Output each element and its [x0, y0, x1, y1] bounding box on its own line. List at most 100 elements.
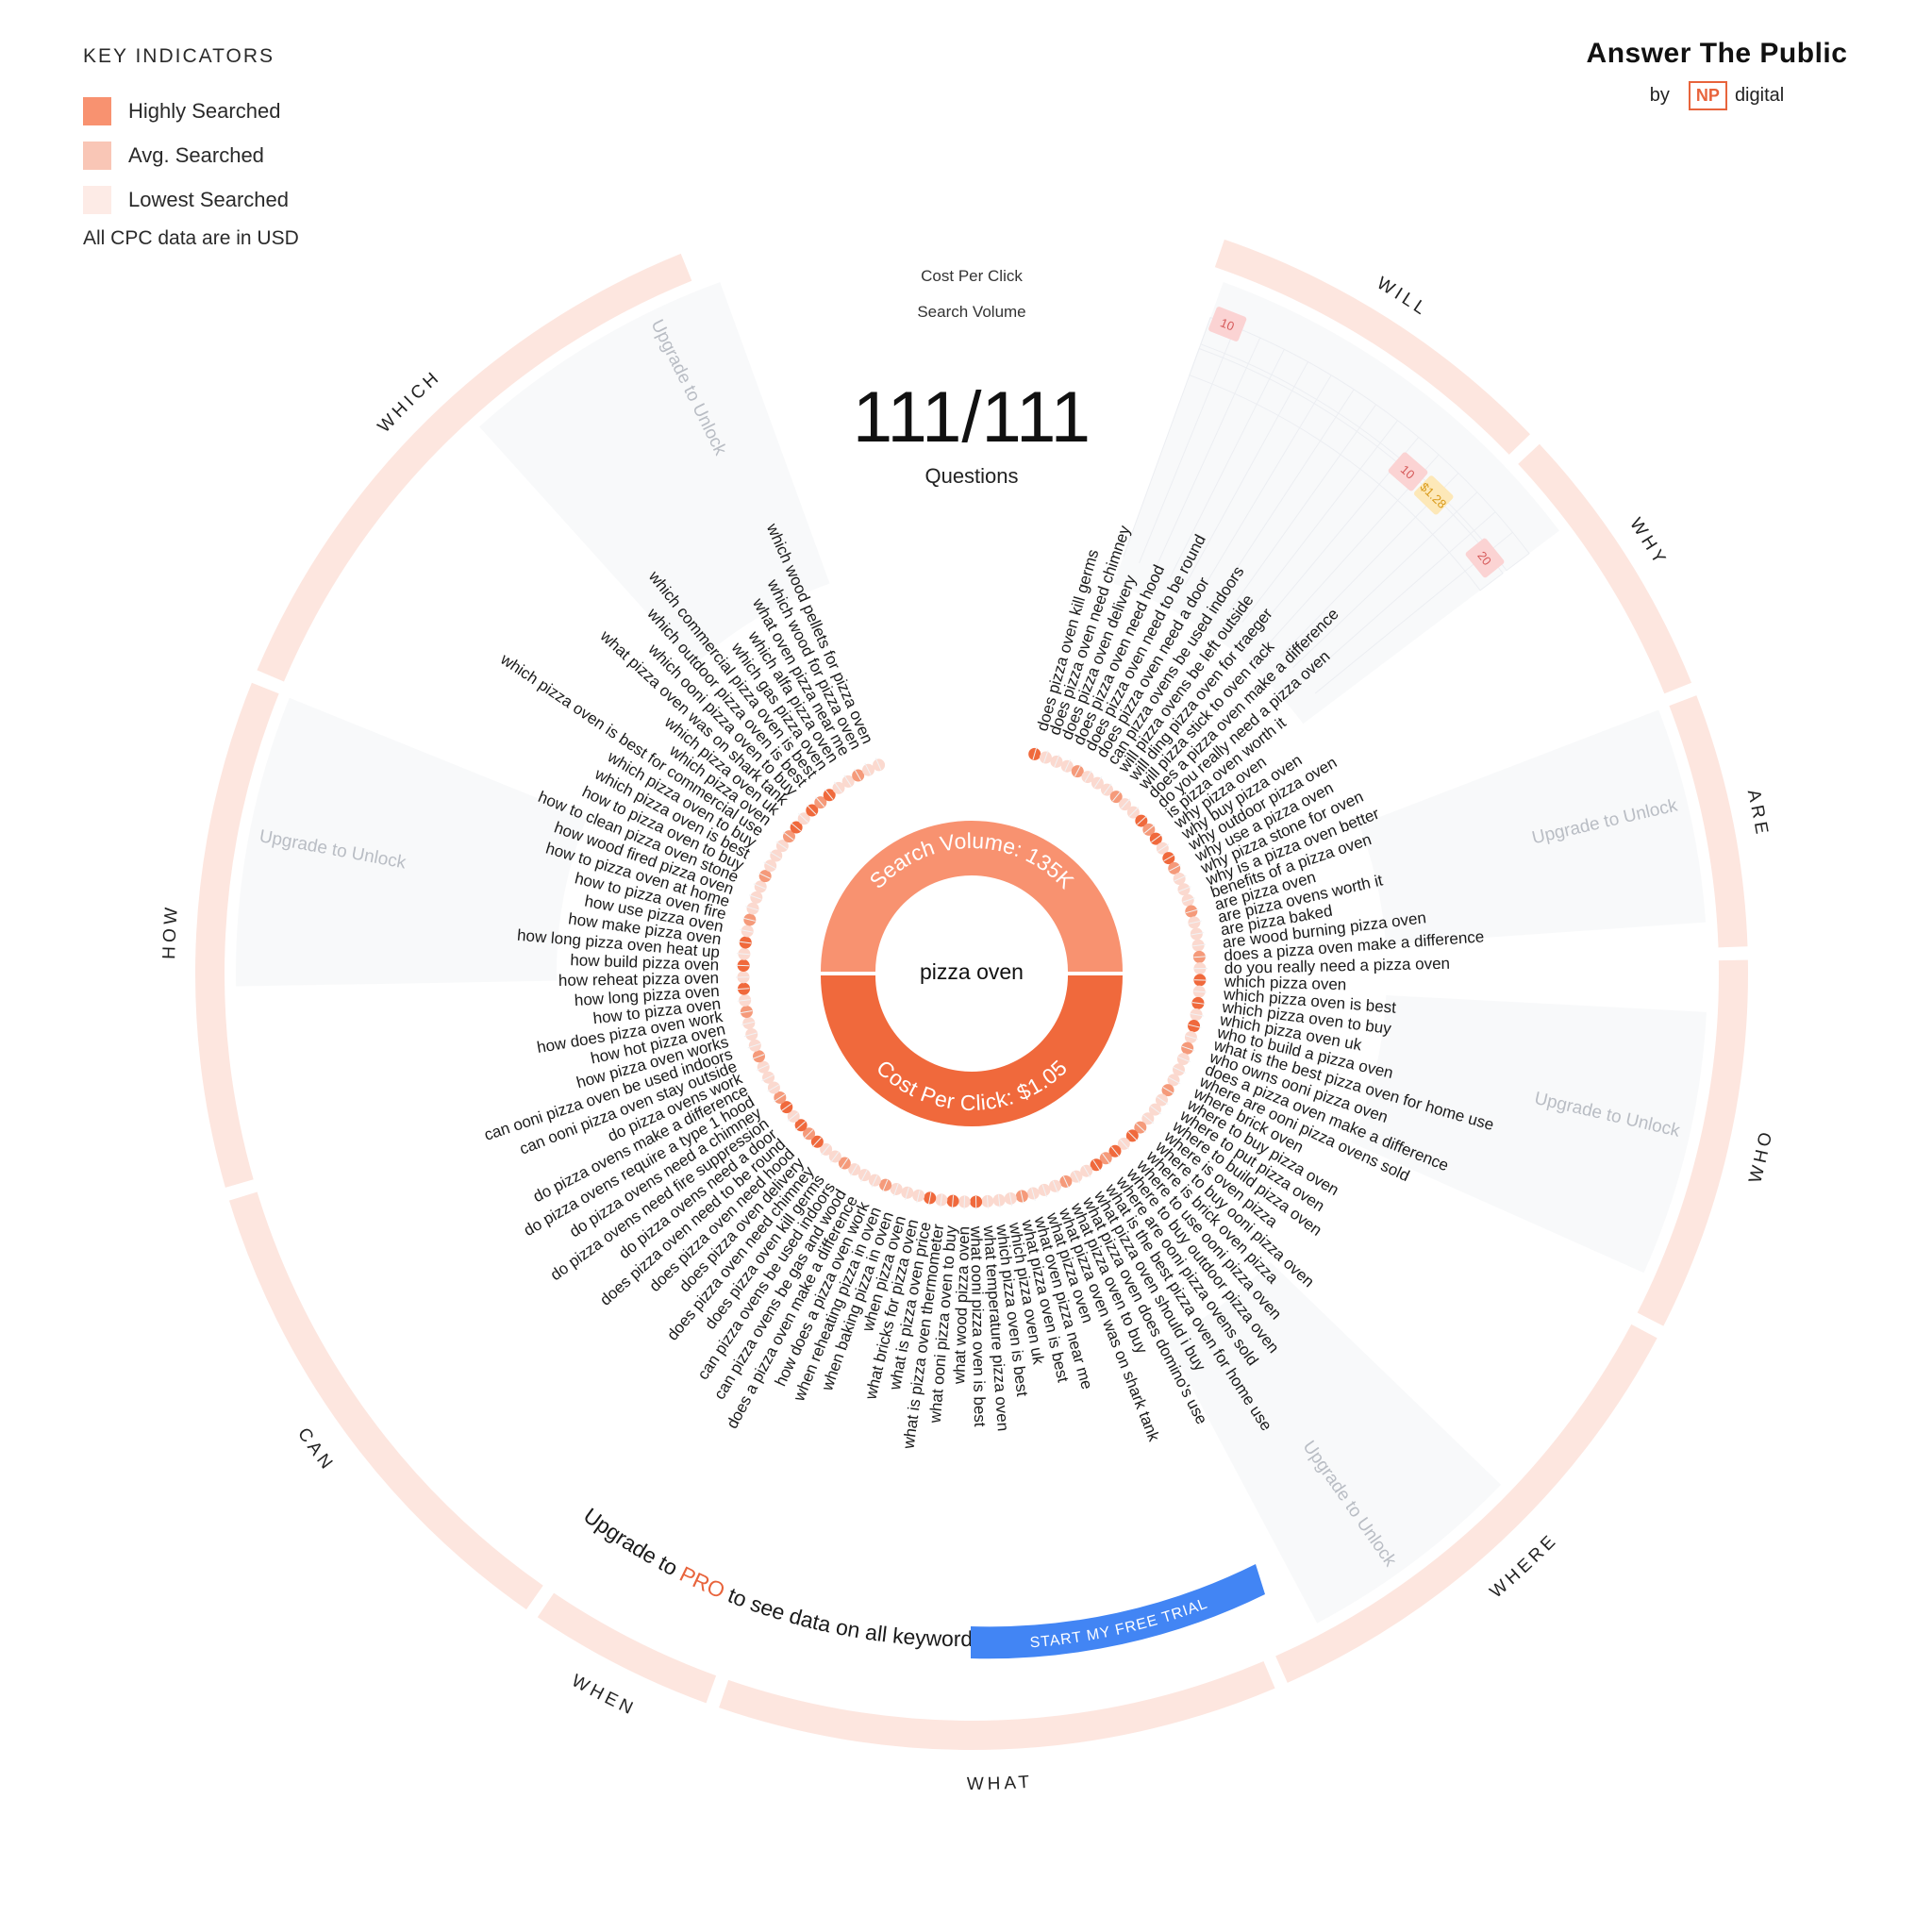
dot-spoke	[1121, 798, 1131, 809]
legend-label: Lowest Searched	[128, 187, 289, 211]
grid-spoke	[1213, 389, 1355, 603]
dot-spoke	[753, 883, 766, 890]
dot-spoke	[1173, 1066, 1186, 1074]
dot-spoke	[787, 1112, 799, 1122]
category-segment-can[interactable]	[228, 1191, 543, 1610]
dot-spoke	[1185, 1035, 1199, 1041]
dot-spoke	[850, 1164, 858, 1176]
grid-spoke	[1154, 337, 1261, 571]
category-segment-are[interactable]	[1669, 695, 1748, 948]
locked-sector-panel	[1166, 1261, 1502, 1624]
brand-logo[interactable]: Answer The Public by NP digital	[1557, 38, 1877, 110]
dot-spoke	[767, 1084, 779, 1092]
grid-spoke	[1304, 511, 1496, 681]
dot-spoke	[1062, 1175, 1070, 1189]
question-label[interactable]: which pizza oven	[1224, 973, 1347, 994]
volume-dots	[736, 746, 1208, 1209]
dot-spoke	[986, 1195, 989, 1209]
dot-spoke	[749, 894, 762, 900]
question-label[interactable]: what ooni pizza oven is best	[967, 1225, 989, 1427]
category-segment-when[interactable]	[537, 1592, 717, 1704]
locked-sector-panel	[1113, 282, 1559, 724]
dot-spoke	[997, 1194, 1001, 1208]
dot-spoke	[1150, 1106, 1162, 1115]
dot-spoke	[1142, 1114, 1155, 1124]
dot-spoke	[1073, 1171, 1081, 1184]
category-segment-what[interactable]	[719, 1661, 1275, 1750]
dot-spoke	[790, 822, 802, 832]
dot-spoke	[1119, 1139, 1130, 1150]
category-segment-where[interactable]	[1275, 1324, 1657, 1683]
dot-spoke	[763, 861, 776, 869]
dot-spoke	[824, 789, 834, 800]
dot-spoke	[1168, 1076, 1181, 1085]
search-volume-arc[interactable]	[821, 821, 1123, 972]
dot-spoke	[1128, 807, 1140, 817]
dot-spoke	[1162, 1087, 1175, 1095]
volume-header: Search Volume	[917, 303, 1025, 321]
category-segment-which[interactable]	[257, 253, 692, 682]
dot-spoke	[821, 1144, 830, 1156]
dot-spoke	[927, 1191, 932, 1206]
locked-sector-panel	[1350, 995, 1707, 1274]
grid-band	[1200, 316, 1530, 572]
dot-spoke	[1181, 1045, 1195, 1052]
question-count: 111/111	[853, 377, 1091, 458]
dot-spoke	[1188, 920, 1202, 924]
cpc-arc[interactable]	[821, 975, 1123, 1126]
dot-spoke	[1084, 770, 1092, 783]
dot-spoke	[1169, 864, 1182, 872]
center-keyword: pizza oven	[920, 959, 1024, 984]
dot-spoke	[940, 1193, 943, 1208]
question-label[interactable]: how reheat pizza oven	[558, 969, 719, 990]
grid-spoke	[1184, 361, 1308, 586]
locked-sector-panel	[236, 697, 588, 987]
dot-spoke	[738, 941, 752, 944]
category-segment-will[interactable]	[1214, 239, 1531, 455]
dot-spoke	[1041, 1184, 1047, 1198]
dot-spoke	[1093, 776, 1103, 789]
dot-spoke	[951, 1195, 955, 1209]
dot-spoke	[794, 1121, 806, 1131]
dot-spoke	[1191, 1002, 1206, 1005]
legend-swatch-low	[83, 185, 111, 214]
locked-sector-panel	[1358, 709, 1707, 945]
dot-spoke	[1112, 791, 1122, 802]
category-segment-who[interactable]	[1637, 959, 1748, 1326]
legend-label: Avg. Searched	[128, 142, 264, 167]
dot-spoke	[806, 804, 817, 815]
dot-spoke	[737, 999, 751, 1002]
category-segment-how[interactable]	[195, 682, 279, 1188]
dot-spoke	[798, 813, 808, 824]
legend-item-high: Highly Searched	[83, 89, 423, 133]
dot-spoke	[1137, 815, 1148, 825]
dot-spoke	[1182, 897, 1195, 903]
dot-spoke	[775, 841, 788, 850]
dot-spoke	[803, 1129, 814, 1140]
category-segment-why[interactable]	[1518, 443, 1692, 694]
dot-spoke	[1074, 764, 1082, 777]
start-trial-button[interactable]	[971, 1564, 1265, 1659]
dot-spoke	[1178, 886, 1191, 892]
dot-spoke	[811, 1137, 822, 1148]
dot-spoke	[1127, 1131, 1139, 1141]
dot-spoke	[1092, 1159, 1101, 1172]
dot-spoke	[740, 928, 754, 933]
dot-spoke	[833, 781, 842, 793]
center-donut[interactable]: Search Volume: 135K Cost Per Click: $1.0…	[821, 821, 1123, 1126]
dot-spoke	[1177, 1056, 1191, 1063]
dot-spoke	[739, 1010, 753, 1014]
dot-spoke	[1193, 991, 1208, 993]
dot-spoke	[1188, 1024, 1202, 1028]
dot-spoke	[747, 1042, 761, 1049]
metric-badge: 20	[1465, 538, 1505, 578]
dot-spoke	[1193, 956, 1208, 958]
dot-spoke	[751, 1054, 765, 1060]
brand-name: Answer The Public	[1586, 38, 1848, 69]
dot-spoke	[882, 1179, 889, 1192]
dot-spoke	[893, 1183, 899, 1197]
